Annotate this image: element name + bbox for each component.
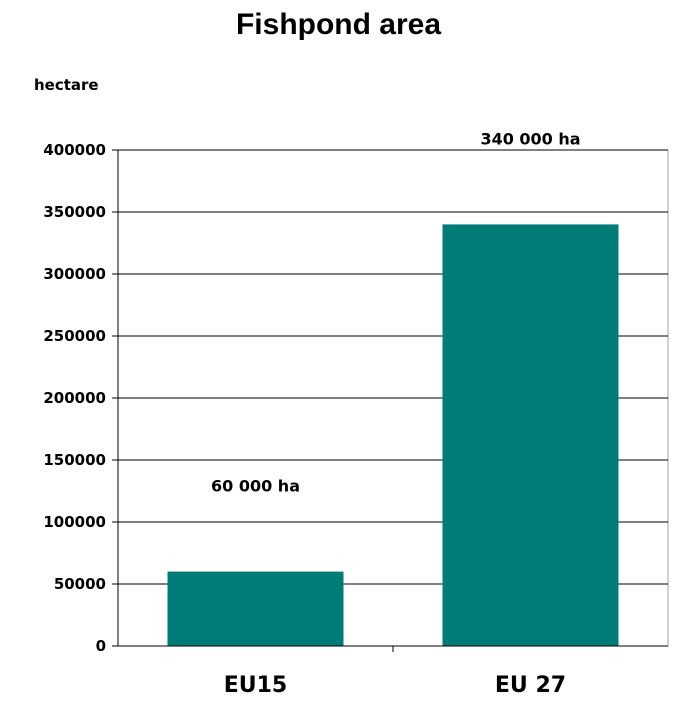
labels: 0 50000 100000 150000 200000 250000 300000 3500…: [43, 129, 580, 698]
bar-eu15: [167, 571, 344, 646]
chart-title: Fishpond area: [235, 8, 442, 41]
gridlines: [118, 149, 669, 646]
bar-eu27: [442, 224, 619, 646]
y-tick-label: 50000: [54, 575, 106, 593]
x-category-label: EU15: [224, 673, 288, 698]
y-axis-unit-label: hectare: [34, 76, 99, 94]
x-category-label: EU 27: [495, 673, 566, 698]
y-tick-label: 400000: [43, 141, 106, 159]
data-label: 60 000 ha: [211, 477, 300, 496]
data-label: 340 000 ha: [480, 129, 580, 148]
y-tick-label: 300000: [43, 265, 106, 283]
bars: [167, 224, 619, 646]
axes: [112, 149, 668, 652]
y-tick-label: 0: [96, 637, 106, 655]
y-tick-label: 250000: [43, 327, 106, 345]
y-tick-label: 150000: [43, 451, 106, 469]
y-tick-label: 350000: [43, 203, 106, 221]
y-tick-label: 200000: [43, 389, 106, 407]
y-tick-label: 100000: [43, 513, 106, 531]
